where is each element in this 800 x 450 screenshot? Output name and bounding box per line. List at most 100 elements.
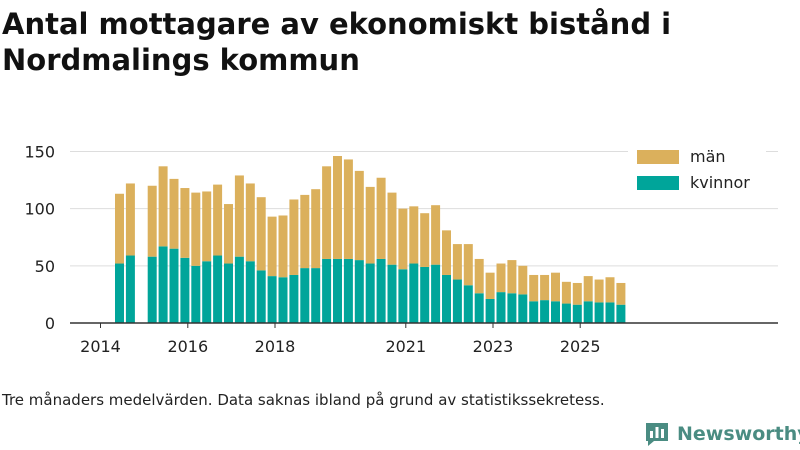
bar-man-2016-05 <box>202 191 212 262</box>
bar-man-2025-11 <box>616 282 626 305</box>
bar-man-2014-08 <box>125 183 135 256</box>
chart-title: Antal mottagare av ekonomiskt bistånd i … <box>2 7 672 77</box>
bar-man-2025-05 <box>594 279 604 303</box>
bar-man-2018-05 <box>289 199 299 275</box>
bar-man-2020-08 <box>387 192 397 265</box>
bar-man-2020-02 <box>365 186 375 264</box>
bar-kvinnor-2021-05 <box>420 266 430 323</box>
bar-kvinnor-2015-08 <box>169 248 179 323</box>
bar-kvinnor-2020-08 <box>387 264 397 323</box>
bar-kvinnor-2021-02 <box>409 263 419 323</box>
bar-man-2017-05 <box>245 183 255 262</box>
bar-kvinnor-2019-02 <box>322 258 332 323</box>
bar-man-2016-11 <box>224 204 233 264</box>
bar-man-2023-02 <box>496 263 506 293</box>
y-tick-label: 50 <box>35 257 55 276</box>
bar-man-2019-08 <box>343 159 353 259</box>
bar-kvinnor-2023-02 <box>496 292 506 323</box>
bar-kvinnor-2017-02 <box>234 256 244 323</box>
brand[interactable]: Newsworthy <box>644 419 800 449</box>
bar-man-2016-02 <box>191 192 201 266</box>
bar-kvinnor-2023-05 <box>507 293 517 323</box>
bar-kvinnor-2018-05 <box>289 274 299 323</box>
bar-kvinnor-2015-05 <box>158 246 168 323</box>
bar-kvinnor-2022-08 <box>474 293 484 323</box>
bar-man-2022-11 <box>485 272 495 299</box>
bar-kvinnor-2014-05 <box>115 263 124 323</box>
bar-kvinnor-2015-11 <box>180 257 190 323</box>
bar-kvinnor-2016-05 <box>202 261 212 323</box>
bar-man-2018-02 <box>278 215 288 278</box>
bar-man-2018-11 <box>311 189 321 269</box>
bar-kvinnor-2018-08 <box>300 268 310 323</box>
bar-kvinnor-2021-11 <box>442 274 451 323</box>
bar-kvinnor-2020-02 <box>365 263 375 323</box>
bar-man-2024-08 <box>561 281 571 304</box>
bar-man-2015-02 <box>147 185 157 257</box>
bar-man-2016-08 <box>213 184 223 256</box>
bar-kvinnor-2023-08 <box>518 294 528 323</box>
y-tick-label: 0 <box>45 314 55 333</box>
bar-kvinnor-2025-02 <box>583 301 593 323</box>
x-tick-label: 2025 <box>560 337 601 356</box>
bar-man-2023-11 <box>529 274 539 302</box>
bar-kvinnor-2021-08 <box>431 264 441 323</box>
bar-kvinnor-2017-08 <box>256 270 266 323</box>
bar-man-2021-08 <box>431 205 441 265</box>
bar-kvinnor-2017-11 <box>267 276 277 323</box>
bar-man-2020-05 <box>376 177 386 259</box>
bar-kvinnor-2024-02 <box>540 300 550 323</box>
bar-kvinnor-2022-05 <box>463 285 473 323</box>
legend-item-kvinnor: kvinnor <box>637 173 750 192</box>
y-tick-label: 100 <box>24 200 55 219</box>
x-tick-label: 2023 <box>473 337 514 356</box>
bar-man-2024-11 <box>572 282 582 305</box>
bar-chart: 0 50 100 150 2014 2016 2018 2021 2023 2025 män kv… <box>24 142 778 356</box>
bar-kvinnor-2025-08 <box>605 302 615 323</box>
bar-man-2015-08 <box>169 178 179 249</box>
bar-man-2014-05 <box>115 193 124 264</box>
x-tick-label: 2014 <box>80 337 121 356</box>
y-tick-label: 150 <box>24 142 55 161</box>
bars <box>115 156 626 323</box>
brand-name: Newsworthy <box>677 423 800 445</box>
bar-man-2017-08 <box>256 197 266 271</box>
bar-kvinnor-2022-02 <box>452 279 462 323</box>
x-axis: 2014 2016 2018 2021 2023 2025 <box>70 322 778 356</box>
bar-man-2015-05 <box>158 166 168 247</box>
bar-kvinnor-2020-11 <box>398 269 408 323</box>
legend-swatch <box>637 150 679 164</box>
bar-man-2024-05 <box>551 272 560 302</box>
legend-swatch <box>637 176 679 190</box>
bar-kvinnor-2019-08 <box>343 258 353 323</box>
bar-man-2017-02 <box>234 175 244 257</box>
bar-man-2019-02 <box>322 166 332 259</box>
bar-kvinnor-2025-05 <box>594 302 604 323</box>
bar-man-2024-02 <box>540 274 550 301</box>
x-tick-label: 2018 <box>255 337 296 356</box>
bar-kvinnor-2018-11 <box>311 268 321 323</box>
bar-kvinnor-2024-11 <box>572 304 582 323</box>
legend-label: kvinnor <box>690 173 750 192</box>
x-tick-label: 2021 <box>385 337 426 356</box>
bar-kvinnor-2014-08 <box>125 255 135 323</box>
bar-kvinnor-2024-08 <box>561 303 571 323</box>
bar-kvinnor-2024-05 <box>551 301 560 323</box>
bar-man-2021-05 <box>420 213 430 267</box>
bar-man-2021-02 <box>409 206 419 264</box>
legend-item-man: män <box>637 147 726 166</box>
bar-man-2020-11 <box>398 208 408 270</box>
bar-kvinnor-2019-11 <box>354 260 364 323</box>
newsworthy-logo-icon <box>646 423 668 446</box>
bar-kvinnor-2023-11 <box>529 301 539 323</box>
bar-kvinnor-2016-08 <box>213 255 223 323</box>
bar-man-2023-08 <box>518 265 528 295</box>
bar-kvinnor-2019-05 <box>333 258 342 323</box>
bar-man-2022-05 <box>463 244 473 286</box>
bar-kvinnor-2016-11 <box>224 263 233 323</box>
y-axis: 0 50 100 150 <box>24 142 55 333</box>
bar-kvinnor-2016-02 <box>191 265 201 323</box>
bar-kvinnor-2022-11 <box>485 298 495 323</box>
bar-man-2015-11 <box>180 188 190 258</box>
bar-kvinnor-2025-11 <box>616 304 626 323</box>
